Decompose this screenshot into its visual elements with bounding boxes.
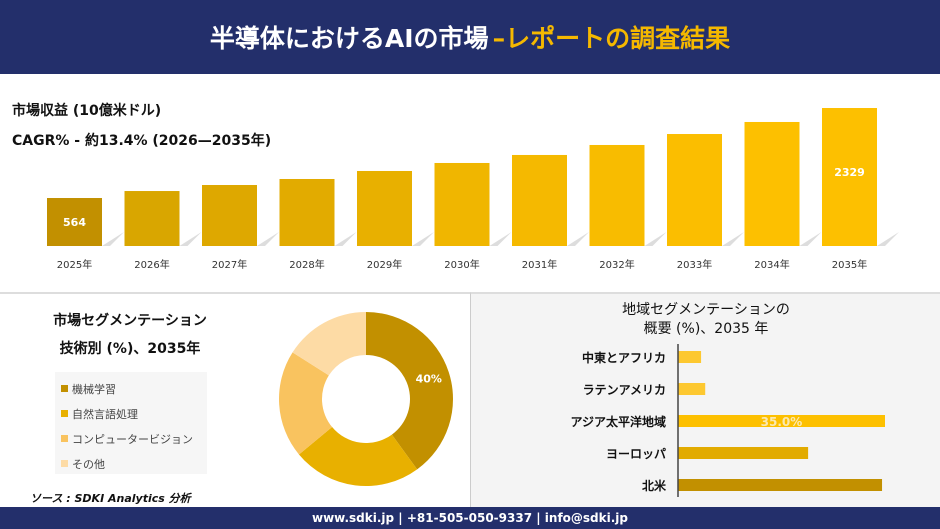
region-segment-section: 地域セグメンテーションの 概要 (%)、2035 年 中東とアフリカ ラテンアメリ… (470, 292, 940, 507)
bar-value-label: 2329 (834, 166, 865, 179)
tech-subtitle: 技術別 (%)、2035年 (59, 341, 201, 357)
revenue-bar-chart: 2025年 564 2026年 2027年 2028年 2029年 2030年 2031年 20… (47, 108, 899, 271)
region-label: 中東とアフリカ (582, 350, 666, 365)
region-title: 地域セグメンテーションの (622, 302, 790, 318)
revenue-bar (434, 162, 490, 246)
year-label: 2028年 (289, 258, 324, 271)
year-label: 2034年 (754, 258, 789, 271)
header-title-accent: –レポートの調査結果 (492, 24, 731, 53)
legend-item: 自然言語処理 (61, 401, 201, 426)
tech-legend: 機械学習自然言語処理コンピュータービジョン その他 (55, 372, 207, 474)
bar-shadow (179, 232, 202, 246)
revenue-bar (279, 178, 335, 246)
legend-item: その他 (61, 451, 201, 476)
year-label: 2026年 (134, 258, 169, 271)
bar-shadow (334, 232, 357, 246)
source-note: ソース : SDKI Analytics 分析 (30, 492, 191, 505)
year-label: 2030年 (444, 258, 479, 271)
year-label: 2031年 (522, 258, 557, 271)
revenue-bar (744, 121, 800, 246)
bar-shadow (412, 232, 434, 246)
bar-value-label: 564 (63, 216, 86, 229)
revenue-bar (667, 134, 722, 246)
report-header: 半導体におけるAIの市場 –レポートの調査結果 (0, 0, 940, 74)
bar-shadow (489, 232, 512, 246)
year-label: 2032年 (599, 258, 634, 271)
slice-label: 40% (416, 373, 442, 386)
region-label: ラテンアメリカ (583, 383, 666, 397)
donut-slice (279, 352, 333, 455)
legend-swatch (61, 410, 68, 417)
bar-shadow (102, 232, 124, 246)
revenue-title: 市場収益 (10億米ドル) (12, 103, 162, 119)
revenue-bar (822, 108, 877, 246)
revenue-bar (357, 170, 412, 246)
bar-shadow (567, 232, 589, 246)
header-title: 半導体におけるAIの市場 (209, 24, 489, 53)
year-label: 2033年 (677, 258, 712, 271)
bar-shadow (799, 232, 822, 246)
region-bar (678, 383, 706, 395)
region-bar (678, 351, 702, 363)
revenue-bar (124, 191, 180, 246)
region-label: 北米 (642, 478, 667, 493)
bar-shadow (722, 232, 744, 246)
year-label: 2035年 (832, 258, 867, 271)
donut-slice (298, 427, 418, 486)
legend-swatch (61, 460, 68, 467)
legend-item: コンピュータービジョン (61, 426, 201, 451)
year-label: 2029年 (367, 258, 402, 271)
tech-donut-chart: 40% (279, 312, 453, 486)
footer-contact: www.sdki.jp | +81-505-050-9337 | info@sd… (0, 507, 940, 529)
region-label: アジア太平洋地域 (570, 414, 666, 429)
legend-label: 機械学習 (72, 382, 116, 396)
region-bar (678, 479, 883, 491)
legend-item: 機械学習 (61, 376, 201, 401)
bar-shadow (257, 232, 279, 246)
revenue-bar (512, 154, 567, 246)
bar-shadow (644, 232, 667, 246)
region-value-label: 35.0% (761, 415, 803, 429)
revenue-section: 市場収益 (10億米ドル) CAGR% - 約13.4% (2026—2035年… (0, 74, 940, 292)
legend-label: その他 (72, 457, 105, 471)
tech-title: 市場セグメンテーション (53, 313, 207, 329)
region-label: ヨーロッパ (606, 447, 666, 461)
legend-label: 自然言語処理 (72, 407, 138, 421)
technology-segment-section: 市場セグメンテーション 技術別 (%)、2035年 機械学習自然言語処理コンピュ… (0, 292, 470, 507)
revenue-bar (202, 185, 257, 246)
bar-shadow (877, 232, 899, 246)
legend-swatch (61, 435, 68, 442)
donut-slice (292, 312, 366, 376)
revenue-bar (47, 198, 102, 246)
legend-label: コンピュータービジョン (72, 432, 193, 446)
year-label: 2027年 (212, 258, 247, 271)
cagr-text: CAGR% - 約13.4% (2026—2035年) (12, 133, 272, 149)
donut-slice (366, 312, 453, 470)
region-subtitle: 概要 (%)、2035 年 (643, 321, 769, 337)
revenue-bar (589, 144, 645, 246)
region-bar (678, 447, 809, 459)
legend-swatch (61, 385, 68, 392)
year-label: 2025年 (57, 258, 92, 271)
region-bar (678, 415, 885, 427)
